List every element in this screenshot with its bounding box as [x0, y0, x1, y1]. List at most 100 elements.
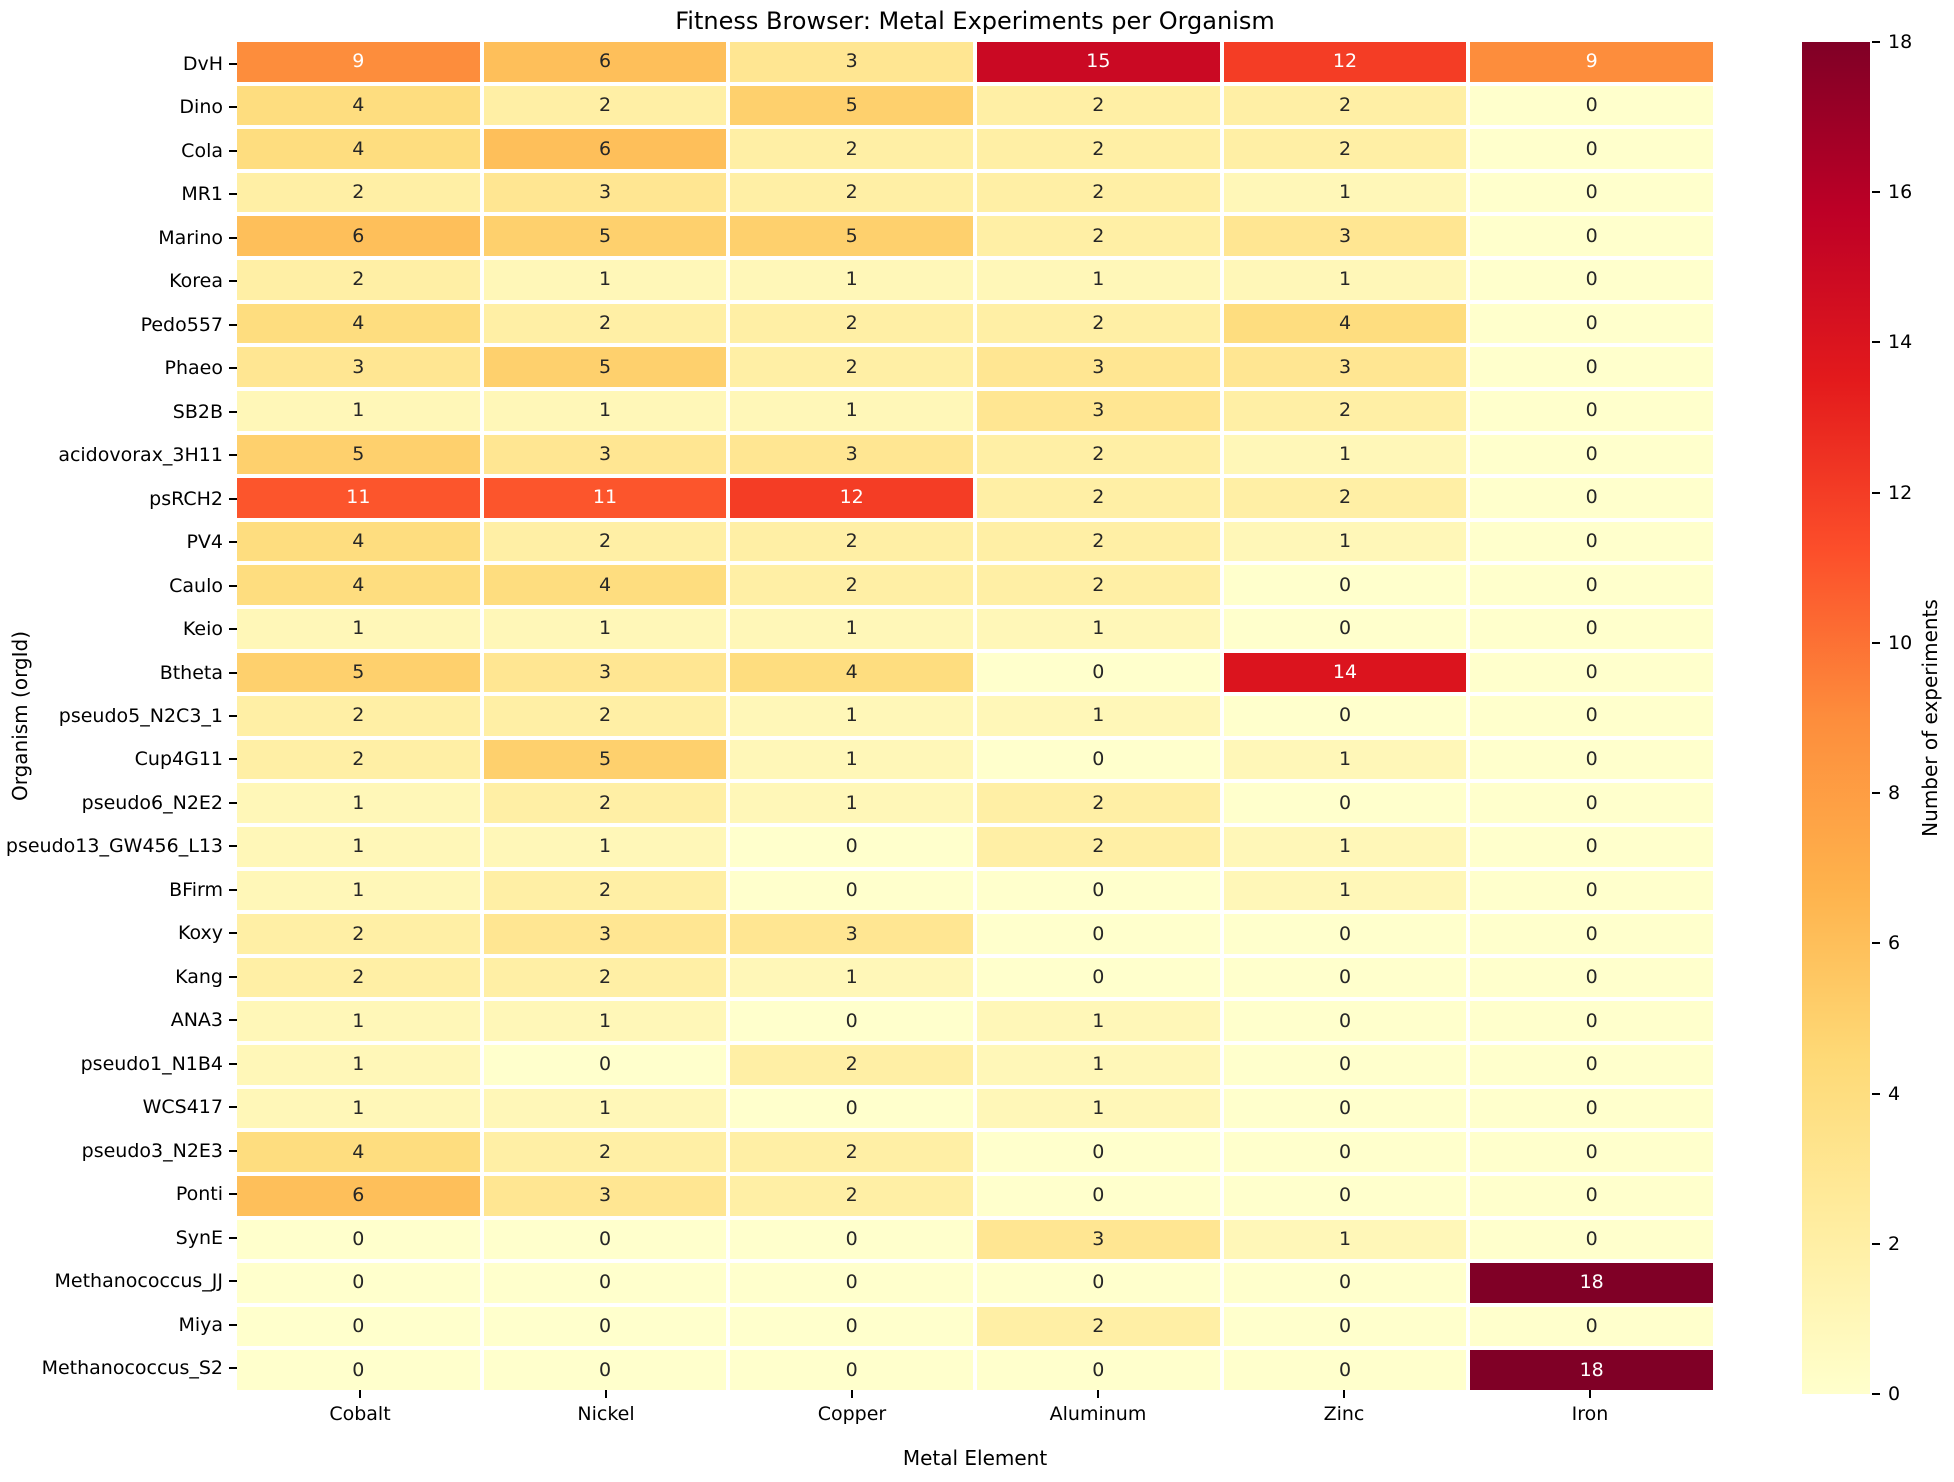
heatmap-cell: 11: [483, 478, 727, 518]
heatmap-cell: 0: [1470, 957, 1713, 998]
heatmap-cell: 9: [237, 42, 480, 82]
colorbar-tick-mark: [1872, 792, 1880, 795]
y-tick-mark: [229, 975, 237, 978]
heatmap-cell: 2: [1223, 85, 1467, 126]
heatmap-cell: 1: [730, 260, 973, 300]
heatmap-cell: 1: [730, 783, 973, 824]
x-axis-tick-labels: Cobalt Nickel Copper Aluminum Zinc Iron: [237, 1390, 1713, 1442]
y-tick-label: Kang: [0, 955, 237, 998]
heatmap-cell: 0: [1470, 478, 1713, 518]
colorbar-tick-labels: 0 2 4 6 8 10 12 14 16 18: [1802, 31, 1954, 1405]
heatmap-cell: 0: [730, 1219, 973, 1260]
heatmap-cell: 0: [1470, 216, 1713, 257]
heatmap-cell: 2: [730, 347, 973, 387]
heatmap-cell: 1: [237, 390, 480, 431]
heatmap-cell: 1: [730, 739, 973, 780]
colorbar-tick-mark: [1872, 942, 1880, 945]
heatmap-cell: 0: [1223, 783, 1467, 824]
heatmap-cell: 5: [730, 216, 973, 257]
colorbar-tick-mark: [1872, 1242, 1880, 1245]
heatmap-cell: 12: [1223, 42, 1467, 82]
heatmap-cell: 1: [977, 696, 1220, 736]
heatmap-cell: 0: [1470, 565, 1713, 605]
y-tick-mark: [229, 1019, 237, 1022]
heatmap-grid: 9 6 3 15 12 9 4 2 5 2 2 0 4 6 2 2 2 0 2 3 2 2 1 0 6 5 5 2 3 0 2 1 1 1 1 0 4 2…: [237, 42, 1713, 1390]
heatmap-cell: 1: [977, 1088, 1220, 1129]
y-tick-mark: [229, 280, 237, 283]
heatmap-cell: 2: [977, 1306, 1220, 1347]
colorbar-tick-mark: [1872, 191, 1880, 194]
heatmap-cell: 5: [483, 739, 727, 780]
y-tick-mark: [229, 1193, 237, 1196]
heatmap-cell: 1: [483, 260, 727, 300]
heatmap-cell: 0: [977, 652, 1220, 693]
y-tick-mark: [229, 628, 237, 631]
heatmap-cell: 0: [1470, 303, 1713, 344]
heatmap-cell: 3: [730, 434, 973, 475]
heatmap-cell: 3: [483, 434, 727, 475]
heatmap-cell: 1: [1223, 260, 1467, 300]
heatmap-cell: 0: [1470, 347, 1713, 387]
heatmap-cell: 0: [1223, 1045, 1467, 1085]
y-tick-label: Pedo557: [0, 303, 237, 346]
heatmap-cell: 0: [237, 1306, 480, 1347]
y-tick-mark: [229, 1280, 237, 1283]
heatmap-cell: 0: [977, 957, 1220, 998]
colorbar-tick-mark: [1872, 341, 1880, 344]
colorbar-tick-mark: [1872, 491, 1880, 494]
heatmap-cell: 0: [977, 1132, 1220, 1172]
y-tick-label: PV4: [0, 520, 237, 563]
heatmap-cell: 0: [483, 1350, 727, 1390]
heatmap-cell: 0: [730, 1088, 973, 1129]
y-tick-mark: [229, 541, 237, 544]
heatmap-cell: 1: [237, 608, 480, 649]
heatmap-cell: 4: [237, 85, 480, 126]
heatmap-cell: 1: [483, 1088, 727, 1129]
heatmap-cell: 0: [1470, 1001, 1713, 1042]
heatmap-cell: 4: [237, 129, 480, 169]
heatmap-cell: 0: [1223, 565, 1467, 605]
heatmap-cell: 0: [483, 1263, 727, 1303]
heatmap-cell: 0: [730, 1306, 973, 1347]
heatmap-cell: 5: [730, 85, 973, 126]
heatmap-cell: 3: [730, 42, 973, 82]
heatmap-cell: 3: [977, 390, 1220, 431]
heatmap-cell: 1: [1223, 827, 1467, 867]
x-tick-mark: [1343, 1390, 1345, 1398]
heatmap-cell: 2: [730, 1175, 973, 1216]
heatmap-cell: 1: [237, 1088, 480, 1129]
x-tick-mark: [1589, 1390, 1591, 1398]
heatmap-cell: 0: [1470, 783, 1713, 824]
heatmap-cell: 3: [483, 172, 727, 213]
heatmap-cell: 4: [1223, 303, 1467, 344]
heatmap-cell: 0: [1470, 827, 1713, 867]
heatmap-cell: 2: [1223, 390, 1467, 431]
y-axis-tick-labels: DvH Dino Cola MR1 Marino Korea Pedo557 Phaeo SB2…: [0, 42, 237, 1390]
heatmap-cell: 0: [1470, 870, 1713, 911]
heatmap-cell: 0: [730, 827, 973, 867]
heatmap-cell: 1: [977, 608, 1220, 649]
heatmap-cell: 3: [483, 652, 727, 693]
heatmap-cell: 0: [1223, 1306, 1467, 1347]
y-tick-label: SynE: [0, 1216, 237, 1259]
y-tick-mark: [229, 193, 237, 196]
heatmap-cell: 2: [730, 303, 973, 344]
heatmap-cell: 1: [730, 957, 973, 998]
heatmap-cell: 2: [483, 521, 727, 562]
heatmap-cell: 5: [237, 434, 480, 475]
heatmap-cell: 4: [237, 1132, 480, 1172]
heatmap-cell: 2: [977, 565, 1220, 605]
heatmap-cell: 4: [237, 303, 480, 344]
heatmap-cell: 0: [977, 1263, 1220, 1303]
y-tick-label: Btheta: [0, 651, 237, 694]
heatmap-cell: 2: [730, 172, 973, 213]
heatmap-cell: 1: [1223, 521, 1467, 562]
heatmap-cell: 0: [1470, 1219, 1713, 1260]
y-tick-label: Ponti: [0, 1173, 237, 1216]
heatmap-cell: 0: [483, 1306, 727, 1347]
y-tick-mark: [229, 410, 237, 413]
heatmap-cell: 0: [730, 1001, 973, 1042]
heatmap-cell: 5: [483, 347, 727, 387]
y-tick-label: Keio: [0, 607, 237, 650]
